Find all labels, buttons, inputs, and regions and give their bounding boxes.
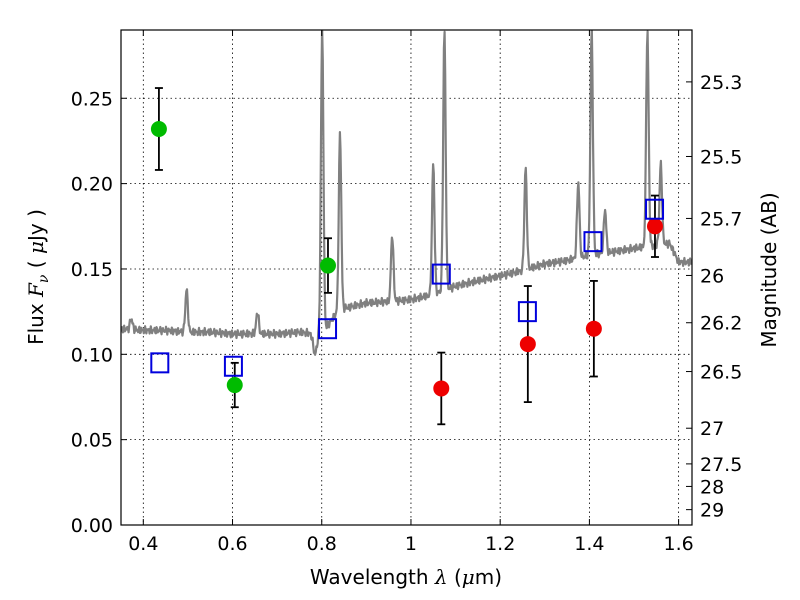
y-tick-label: 0.05 [71,430,113,452]
right-tick-label: 27.5 [700,454,742,476]
lambda-symbol: λ [434,565,448,589]
right-tick-label: 27 [700,418,724,440]
right-tick-label: 28 [700,476,724,498]
right-tick-label: 25.3 [700,72,742,94]
model-square-point [583,231,603,253]
red-data-point [519,336,536,353]
red-data-point [433,380,450,397]
x-tick-label: 1 [405,533,417,555]
right-tick-label: 26.2 [700,313,742,335]
points-layer [150,87,665,426]
red-data-point [585,320,602,337]
x-tick-label: 1.4 [574,533,604,555]
right-axis-label: Magnitude (AB) [757,192,781,347]
spectrum-layer [121,30,692,356]
y-tick-label: 0.20 [71,174,113,196]
y-tick-label: 0.00 [71,515,113,537]
right-tick-label: 25.5 [700,146,742,168]
model-square-point [150,352,170,374]
mu-symbol-y: μ [24,241,48,254]
ticks-layer: 0.4 0.6 0.8 1 1.2 1.4 1.6 0.00 0.05 0.10 0.15 0.20 0… [71,30,742,555]
green-data-point [226,377,243,394]
y-tick-label: 0.25 [71,88,113,110]
x-tick-label: 0.8 [307,533,337,555]
x-axis-label: Wavelength λ (μm) [310,565,502,589]
x-tick-label: 1.6 [664,533,694,555]
right-tick-label: 26.5 [700,362,742,384]
model-square-point [223,355,243,377]
grid-layer [121,30,692,526]
model-square-point [431,263,451,285]
nu-subscript: ν [36,274,52,283]
mu-symbol: μ [462,565,475,589]
model-square-point [645,198,665,220]
y-tick-label: 0.15 [71,259,113,281]
green-data-point [150,121,167,137]
right-tick-label: 29 [700,500,724,522]
right-tick-label: 25.7 [700,208,742,230]
spectrum-line [121,30,692,356]
y-axis-label: Flux Fν ( μJy ) [24,209,52,345]
f-symbol: F [24,282,48,298]
x-tick-label: 0.6 [217,533,247,555]
red-data-point [646,218,663,235]
plot-frame [120,29,693,526]
y-tick-label: 0.10 [71,344,113,366]
green-data-point [319,257,336,274]
x-tick-label: 0.4 [128,533,158,555]
right-tick-label: 26 [700,265,724,287]
model-square-point [318,318,338,340]
model-square-point [517,301,537,323]
x-tick-label: 1.2 [485,533,515,555]
